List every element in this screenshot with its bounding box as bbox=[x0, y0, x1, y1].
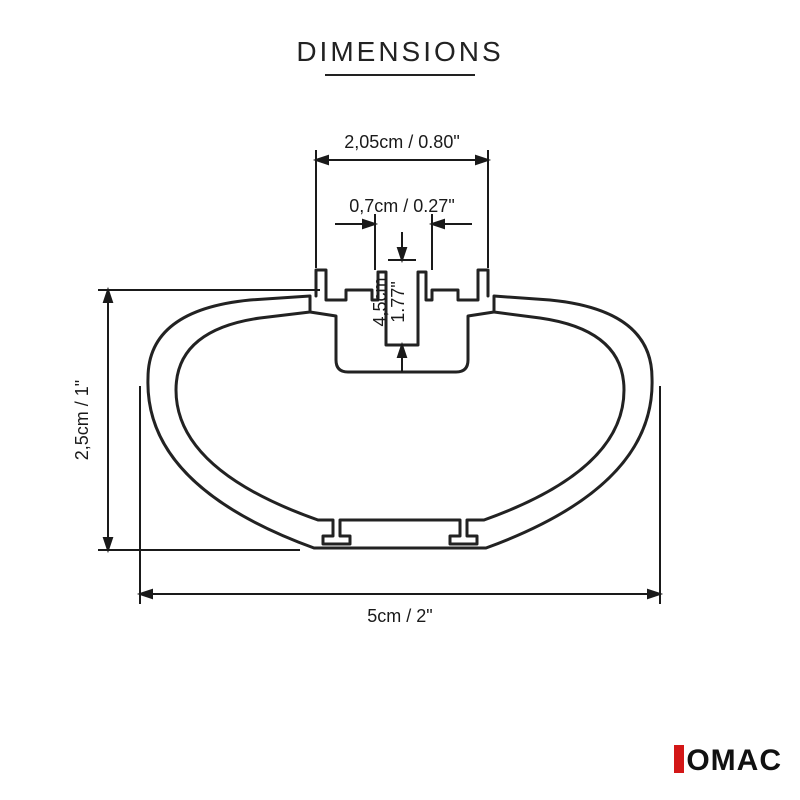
brand-logo: OMAC bbox=[674, 744, 782, 778]
dim-overall-width bbox=[140, 386, 660, 604]
label-channel-slot: 0,7cm / 0.27" bbox=[349, 196, 454, 216]
label-channel-depth-2: 1.77" bbox=[388, 281, 408, 322]
brand-text: OMAC bbox=[686, 744, 782, 777]
label-overall-height: 2,5cm / 1" bbox=[72, 380, 92, 460]
label-channel-depth-1: 4,5cm bbox=[370, 277, 390, 326]
dim-channel-slot bbox=[335, 214, 472, 270]
brand-accent bbox=[674, 745, 684, 773]
label-overall-width: 5cm / 2" bbox=[367, 606, 432, 626]
label-channel-outer: 2,05cm / 0.80" bbox=[344, 132, 459, 152]
dim-overall-height bbox=[98, 290, 320, 550]
diagram-stage: 5cm / 2" 2,5cm / 1" 2,05cm / 0.80" 0,7cm… bbox=[0, 0, 800, 800]
